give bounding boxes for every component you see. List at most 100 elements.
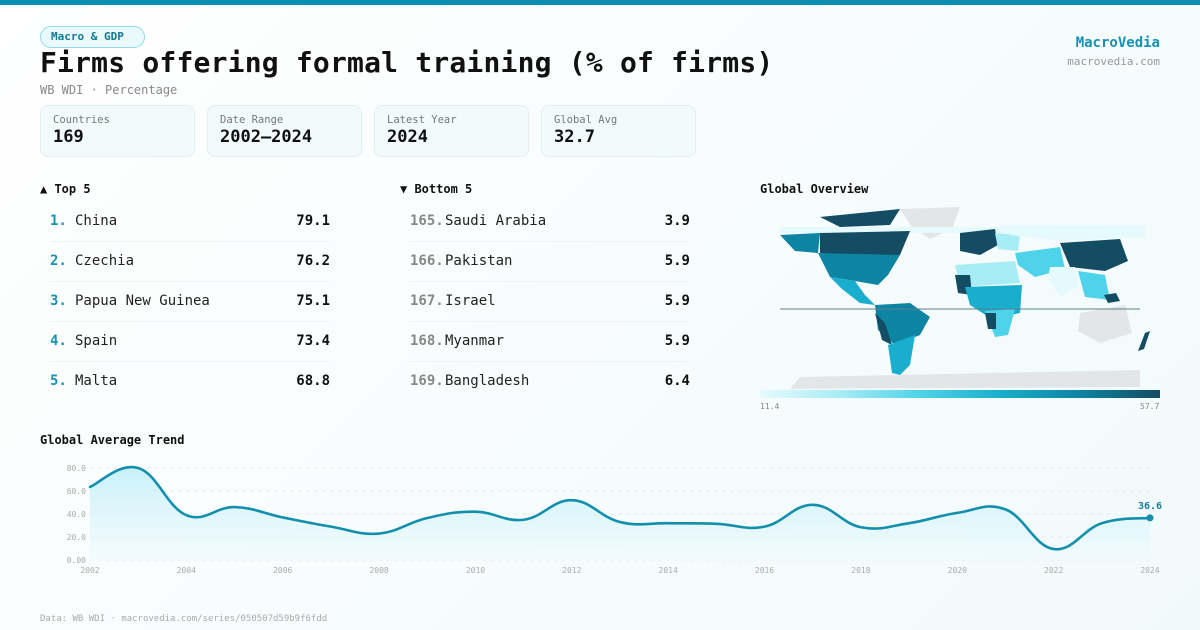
map-region-se-asia: [1078, 271, 1110, 300]
stat-label: Latest Year: [387, 114, 457, 126]
rank-number: 1.: [50, 213, 67, 229]
country-value: 5.9: [664, 333, 690, 349]
trend-title: Global Average Trend: [40, 433, 185, 447]
y-tick-label: 60.0: [67, 487, 86, 496]
list-item[interactable]: 168. Myanmar 5.9: [400, 321, 690, 361]
rank-number: 3.: [50, 293, 67, 309]
country-value: 5.9: [664, 253, 690, 269]
map-region-mexico: [830, 277, 875, 305]
map-legend-min: 11.4: [760, 402, 780, 411]
country-name: Malta: [75, 373, 118, 389]
list-item[interactable]: 169. Bangladesh 6.4: [400, 361, 690, 401]
map-region-eastern-europe: [995, 233, 1020, 251]
list-item[interactable]: 165. Saudi Arabia 3.9: [400, 201, 690, 241]
stat-label: Date Range: [220, 114, 284, 126]
category-badge[interactable]: Macro & GDP: [40, 26, 145, 48]
x-tick-label: 2008: [369, 566, 388, 575]
last-point-marker: [1146, 514, 1154, 522]
country-name: Saudi Arabia: [445, 213, 547, 229]
stat-label: Countries: [53, 114, 110, 126]
map-region-australia: [1078, 305, 1132, 343]
last-value-label: 36.6: [1138, 501, 1162, 512]
bottom5-title: ▼ Bottom 5: [400, 182, 473, 196]
page-title: Firms offering formal training (% of fir…: [40, 46, 774, 79]
map-region-china: [1060, 239, 1128, 271]
x-tick-label: 2016: [755, 566, 774, 575]
map-legend-max: 57.7: [1140, 402, 1160, 411]
stat-value: 169: [53, 127, 84, 147]
map-region-russia: [1000, 225, 1145, 241]
country-value: 68.8: [296, 373, 330, 389]
x-tick-label: 2010: [466, 566, 485, 575]
country-name: Myanmar: [445, 333, 505, 349]
page-subtitle: WB WDI · Percentage: [40, 83, 178, 97]
map-region-antarctica: [790, 370, 1140, 389]
list-item[interactable]: 2. Czechia 76.2: [40, 241, 330, 281]
list-item[interactable]: 5. Malta 68.8: [40, 361, 330, 401]
x-tick-label: 2022: [1044, 566, 1063, 575]
bottom5-list: 165. Saudi Arabia 3.9 166. Pakistan 5.9 …: [400, 201, 690, 401]
country-value: 75.1: [296, 293, 330, 309]
brand-name[interactable]: MacroVedia: [1075, 35, 1160, 51]
y-axis-ticks: 0.00 20.0 40.0 60.0 80.0: [67, 464, 86, 565]
top5-list: 1. China 79.1 2. Czechia 76.2 3. Papua N…: [40, 201, 330, 401]
map-region-greenland: [900, 207, 960, 239]
country-name: Papua New Guinea: [75, 293, 210, 309]
map-region-argentina: [888, 335, 915, 375]
stat-card-latest-year: Latest Year 2024: [374, 105, 529, 157]
stat-card-date-range: Date Range 2002–2024: [207, 105, 362, 157]
footer-source: Data: WB WDI · macrovedia.com/series/050…: [40, 614, 328, 624]
country-name: Pakistan: [445, 253, 513, 269]
x-tick-label: 2014: [659, 566, 678, 575]
world-map-svg: [780, 207, 1150, 389]
trend-chart-svg: 0.00 20.0 40.0 60.0 80.0 2002 2004 2006 2008 201…: [67, 464, 1162, 575]
rank-number: 166.: [410, 253, 444, 269]
rank-number: 2.: [50, 253, 67, 269]
list-item[interactable]: 4. Spain 73.4: [40, 321, 330, 361]
country-name: Bangladesh: [445, 373, 530, 389]
stat-card-countries: Countries 169: [40, 105, 195, 157]
map-region-arctic-canada: [820, 209, 900, 227]
trend-area: [90, 467, 1150, 560]
x-tick-label: 2020: [948, 566, 967, 575]
stat-card-global-avg: Global Avg 32.7: [541, 105, 696, 157]
brand-url[interactable]: macrovedia.com: [1067, 55, 1160, 68]
y-tick-label: 20.0: [67, 533, 86, 542]
stats-row: Countries 169 Date Range 2002–2024 Lates…: [40, 105, 696, 157]
rank-number: 168.: [410, 333, 444, 349]
country-value: 76.2: [296, 253, 330, 269]
stat-label: Global Avg: [554, 114, 618, 126]
x-axis-ticks: 2002 2004 2006 2008 2010 2012 2014 2016 2018 2020…: [80, 566, 1159, 575]
map-region-south-america-north: [875, 303, 930, 345]
map-legend-gradient: [760, 390, 1160, 398]
country-name: Israel: [445, 293, 496, 309]
x-tick-label: 2006: [273, 566, 292, 575]
map-region-western-europe: [960, 229, 998, 255]
list-item[interactable]: 3. Papua New Guinea 75.1: [40, 281, 330, 321]
top5-title: ▲ Top 5: [40, 182, 91, 196]
x-tick-label: 2002: [80, 566, 99, 575]
x-tick-label: 2024: [1140, 566, 1159, 575]
map-title: Global Overview: [760, 182, 869, 196]
list-item[interactable]: 1. China 79.1: [40, 201, 330, 241]
stat-value: 2024: [387, 127, 428, 147]
rank-number: 169.: [410, 373, 444, 389]
world-choropleth-map[interactable]: [760, 205, 1160, 390]
x-tick-label: 2012: [562, 566, 581, 575]
stat-value: 2002–2024: [220, 127, 313, 147]
list-item[interactable]: 166. Pakistan 5.9: [400, 241, 690, 281]
rank-number: 165.: [410, 213, 444, 229]
list-item[interactable]: 167. Israel 5.9: [400, 281, 690, 321]
map-region-usa: [818, 253, 900, 285]
rank-number: 4.: [50, 333, 67, 349]
x-tick-label: 2004: [177, 566, 196, 575]
x-tick-label: 2018: [851, 566, 870, 575]
stat-value: 32.7: [554, 127, 595, 147]
country-value: 6.4: [664, 373, 690, 389]
map-region-namibia: [985, 313, 996, 329]
country-value: 79.1: [296, 213, 330, 229]
country-name: Spain: [75, 333, 118, 349]
map-region-new-zealand: [1138, 331, 1150, 351]
trend-line-chart[interactable]: 0.00 20.0 40.0 60.0 80.0 2002 2004 2006 2008 201…: [40, 455, 1170, 580]
rank-number: 5.: [50, 373, 67, 389]
